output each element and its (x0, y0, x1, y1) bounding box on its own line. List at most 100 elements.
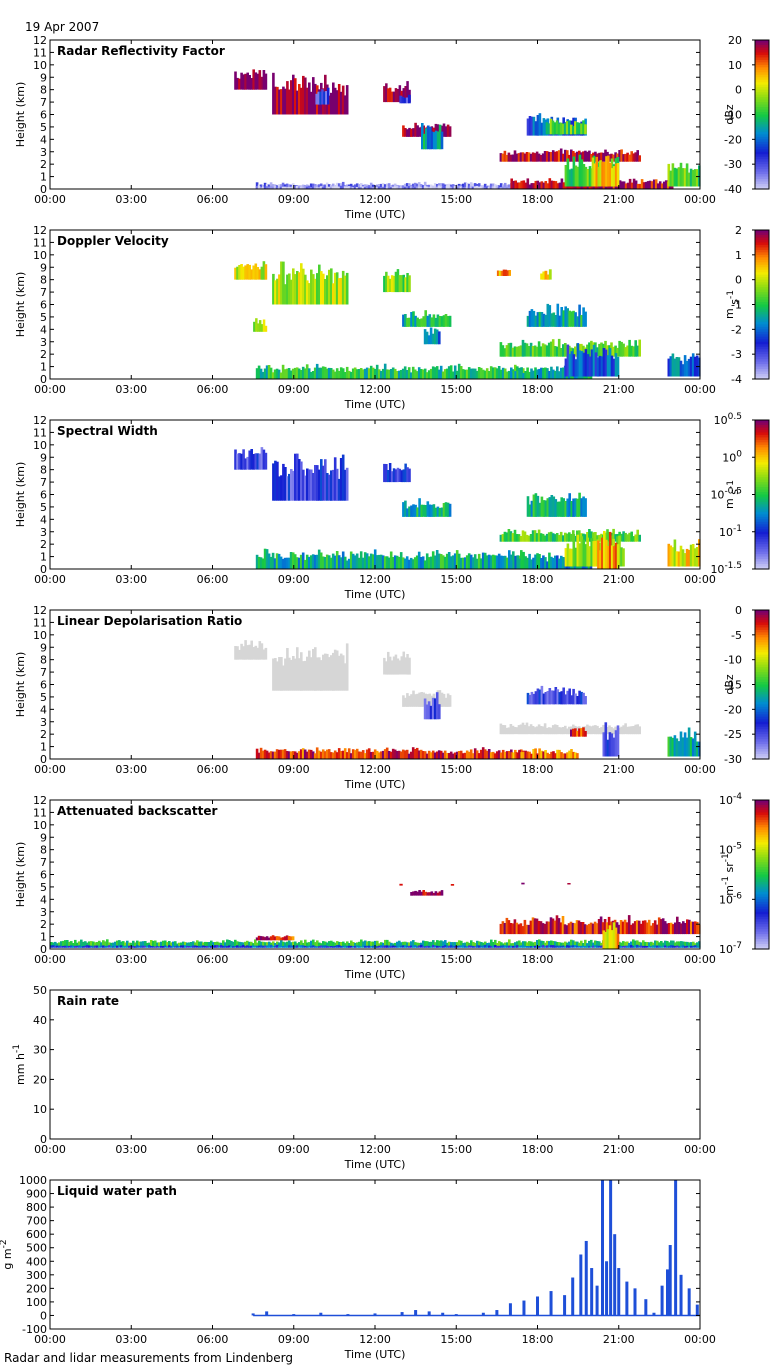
colorbar-swatch-3-33 (755, 499, 769, 503)
colorbar-swatch-1-49 (755, 159, 769, 163)
heatmap-feature-1-4 (234, 69, 268, 90)
lwp-bar-30 (633, 1288, 637, 1316)
colorbar-swatch-4-34 (755, 691, 769, 696)
heatmap-feature-1-8 (399, 94, 411, 104)
colorbar-swatch-4-2 (755, 612, 769, 616)
colorbar-swatch-2-37 (755, 319, 769, 323)
colorbar-label-2-7: -4 (731, 373, 742, 386)
xtick-label-6-7: 18:00 (522, 1143, 554, 1156)
heatmap-feature-5-6 (410, 890, 444, 896)
colorbar-swatch-2-13 (755, 259, 769, 263)
colorbar-swatch-5-60 (755, 946, 769, 950)
colorbar-swatch-4-30 (755, 682, 769, 686)
heatmap-feature-1-16 (667, 162, 701, 187)
colorbar-swatch-1-18 (755, 82, 769, 86)
xtick-label-7-6: 15:00 (440, 1333, 472, 1346)
ytick-label-4-7: 6 (40, 679, 47, 692)
colorbar-swatch-3-23 (755, 474, 769, 478)
panel-title-7: Liquid water path (57, 1184, 177, 1198)
colorbar-swatch-4-6 (755, 622, 769, 626)
xtick-label-3-5: 12:00 (359, 573, 391, 586)
xtick-label-6-4: 09:00 (278, 1143, 310, 1156)
xtick-label-3-4: 09:00 (278, 573, 310, 586)
colorbar-swatch-5-45 (755, 909, 769, 913)
colorbar-swatch-2-12 (755, 257, 769, 261)
colorbar-swatch-1-7 (755, 54, 769, 58)
heatmap-feature-5-7 (399, 883, 403, 886)
colorbar-swatch-4-58 (755, 751, 769, 755)
heatmap-feature-2-6 (383, 269, 411, 293)
colorbar-unit-2: m s-1 (723, 290, 741, 319)
colorbar-swatch-5-3 (755, 804, 769, 809)
colorbar-swatch-2-45 (755, 339, 769, 343)
ytick-label-6-2: 10 (33, 1103, 47, 1116)
colorbar-swatch-5-24 (755, 857, 769, 861)
colorbar-swatch-2-21 (755, 279, 769, 283)
xtick-label-5-8: 21:00 (603, 953, 635, 966)
colorbar-swatch-5-55 (755, 934, 769, 938)
lwp-bar-2 (265, 1311, 269, 1316)
colorbar-label-1-7: -40 (724, 183, 742, 196)
colorbar-swatch-2-60 (755, 376, 769, 380)
colorbar-swatch-3-57 (755, 559, 769, 563)
colorbar-swatch-1-1 (755, 40, 769, 44)
colorbar-label-3-3: 10-0.5 (710, 487, 742, 502)
ytick-label-2-9: 8 (40, 274, 47, 287)
colorbar-swatch-1-3 (755, 44, 769, 49)
colorbar-swatch-4-48 (755, 726, 769, 730)
xtick-label-5-9: 00:00 (684, 953, 716, 966)
colorbar-swatch-4-46 (755, 721, 769, 725)
colorbar-label-4-7: -30 (724, 753, 742, 766)
colorbar-label-5-4: 10-7 (719, 941, 742, 956)
colorbar-swatch-2-7 (755, 244, 769, 248)
colorbar-label-4-1: 0 (735, 604, 742, 617)
ytick-label-1-11: 10 (33, 59, 47, 72)
lwp-bar-31 (644, 1299, 648, 1316)
xtick-label-2-5: 12:00 (359, 383, 391, 396)
heatmap-feature-4-12 (667, 727, 701, 757)
heatmap-feature-4-8 (526, 685, 587, 705)
xtick-label-1-6: 15:00 (440, 193, 472, 206)
colorbar-swatch-3-46 (755, 531, 769, 535)
ytick-label-3-6: 5 (40, 501, 47, 514)
ytick-label-1-13: 12 (33, 34, 47, 47)
colorbar-swatch-3-3 (755, 424, 769, 429)
xtick-label-7-3: 06:00 (197, 1333, 229, 1346)
lwp-bar-18 (563, 1295, 567, 1316)
colorbar-swatch-2-50 (755, 351, 769, 355)
heatmap-feature-2-9 (526, 303, 587, 327)
colorbar-swatch-2-52 (755, 356, 769, 360)
heatmap-feature-5-5 (602, 922, 620, 949)
colorbar-swatch-5-29 (755, 869, 769, 873)
colorbar-swatch-1-25 (755, 99, 769, 103)
yaxis-label-2: Height (km) (14, 272, 27, 338)
xtick-label-7-5: 12:00 (359, 1333, 391, 1346)
xtick-label-5-5: 12:00 (359, 953, 391, 966)
heatmap-feature-5-10 (567, 883, 571, 885)
colorbar-unit-1: dBz (723, 104, 736, 125)
colorbar-swatch-2-15 (755, 264, 769, 268)
ytick-label-6-5: 40 (33, 1014, 47, 1027)
colorbar-swatch-1-5 (755, 49, 769, 54)
colorbar-swatch-4-12 (755, 637, 769, 641)
colorbar-label-1-6: -30 (724, 158, 742, 171)
yaxis-label-3: Height (km) (14, 462, 27, 528)
colorbar-swatch-4-60 (755, 756, 769, 760)
colorbar-label-3-2: 100 (722, 449, 742, 464)
lwp-bar-16 (536, 1296, 539, 1316)
plot-area-6 (50, 990, 700, 1139)
ytick-label-5-8: 7 (40, 856, 47, 869)
lwp-bar-38 (687, 1288, 691, 1316)
ytick-label-1-2: 1 (40, 171, 47, 184)
colorbar-swatch-5-44 (755, 906, 769, 910)
colorbar-swatch-2-3 (755, 234, 769, 239)
colorbar-swatch-1-11 (755, 64, 769, 68)
colorbar-swatch-4-36 (755, 696, 769, 700)
heatmap-feature-1-12 (545, 118, 587, 135)
colorbar-swatch-2-1 (755, 230, 769, 234)
heatmap-feature-5-2 (50, 944, 701, 948)
ytick-label-3-10: 9 (40, 451, 47, 464)
colorbar-border-5 (754, 799, 770, 950)
colorbar-swatch-2-59 (755, 374, 769, 378)
colorbar-swatch-2-33 (755, 309, 769, 313)
